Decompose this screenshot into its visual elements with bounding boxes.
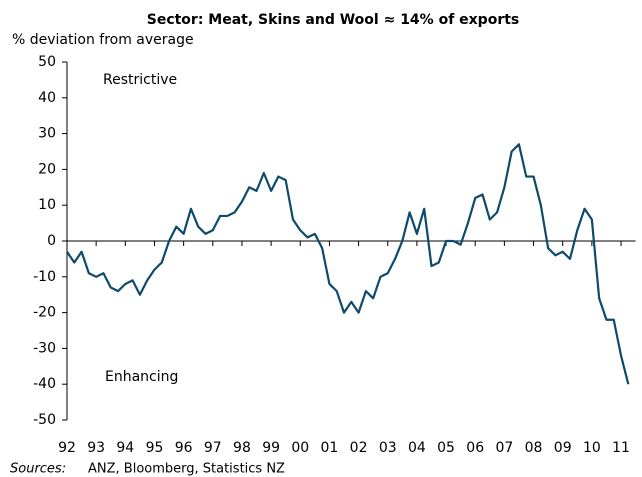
y-tick-label: 50 (38, 54, 56, 70)
annotation: Restrictive (103, 72, 177, 88)
x-tick-label: 96 (175, 440, 193, 456)
x-tick-label: 08 (525, 440, 543, 456)
y-tick-label: 0 (47, 233, 56, 249)
y-tick-label: -20 (33, 305, 56, 321)
x-tick-label: 10 (583, 440, 601, 456)
annotation: Enhancing (105, 369, 178, 385)
source-label: Sources: (10, 462, 66, 477)
y-axis-label: % deviation from average (12, 32, 194, 48)
y-tick-label: -50 (33, 412, 56, 428)
x-tick-label: 03 (379, 440, 397, 456)
x-tick-label: 97 (204, 440, 222, 456)
x-tick-label: 95 (146, 440, 164, 456)
x-tick-label: 06 (466, 440, 484, 456)
x-tick-label: 99 (262, 440, 280, 456)
chart-title: Sector: Meat, Skins and Wool ≈ 14% of ex… (147, 12, 520, 28)
y-tick-label: 40 (38, 90, 56, 106)
y-tick-label: 30 (38, 126, 56, 142)
x-tick-label: 07 (495, 440, 513, 456)
x-tick-label: 04 (408, 440, 426, 456)
x-tick-label: 00 (291, 440, 309, 456)
y-tick-label: 20 (38, 161, 56, 177)
y-tick-label: -30 (33, 340, 56, 356)
x-tick-label: 11 (612, 440, 630, 456)
x-tick-label: 02 (350, 440, 368, 456)
x-tick-label: 09 (554, 440, 572, 456)
y-tick-label: -10 (33, 269, 56, 285)
y-tick-label: -40 (33, 376, 56, 392)
x-tick-label: 94 (116, 440, 134, 456)
x-tick-label: 01 (321, 440, 339, 456)
x-tick-label: 05 (437, 440, 455, 456)
x-tick-label: 98 (233, 440, 251, 456)
x-tick-label: 93 (87, 440, 105, 456)
source: ANZ, Bloomberg, Statistics NZ (88, 462, 285, 477)
x-tick-label: 92 (58, 440, 76, 456)
data-line (66, 143, 630, 385)
y-tick-label: 10 (38, 197, 56, 213)
